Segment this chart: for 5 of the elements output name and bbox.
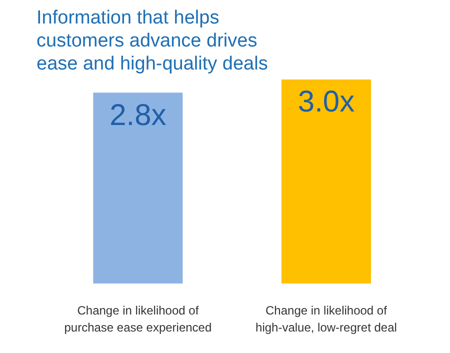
chart-title: Information that helps customers advance drives ease and high-quality deals — [36, 7, 268, 74]
data-label: 2.8x — [110, 99, 166, 132]
x-tick-label: Change in likelihood of high-value, low-regret deal — [256, 304, 397, 334]
x-tick-label: Change in likelihood of purchase ease experienced — [64, 304, 212, 334]
data-label: 3.0x — [298, 86, 355, 118]
